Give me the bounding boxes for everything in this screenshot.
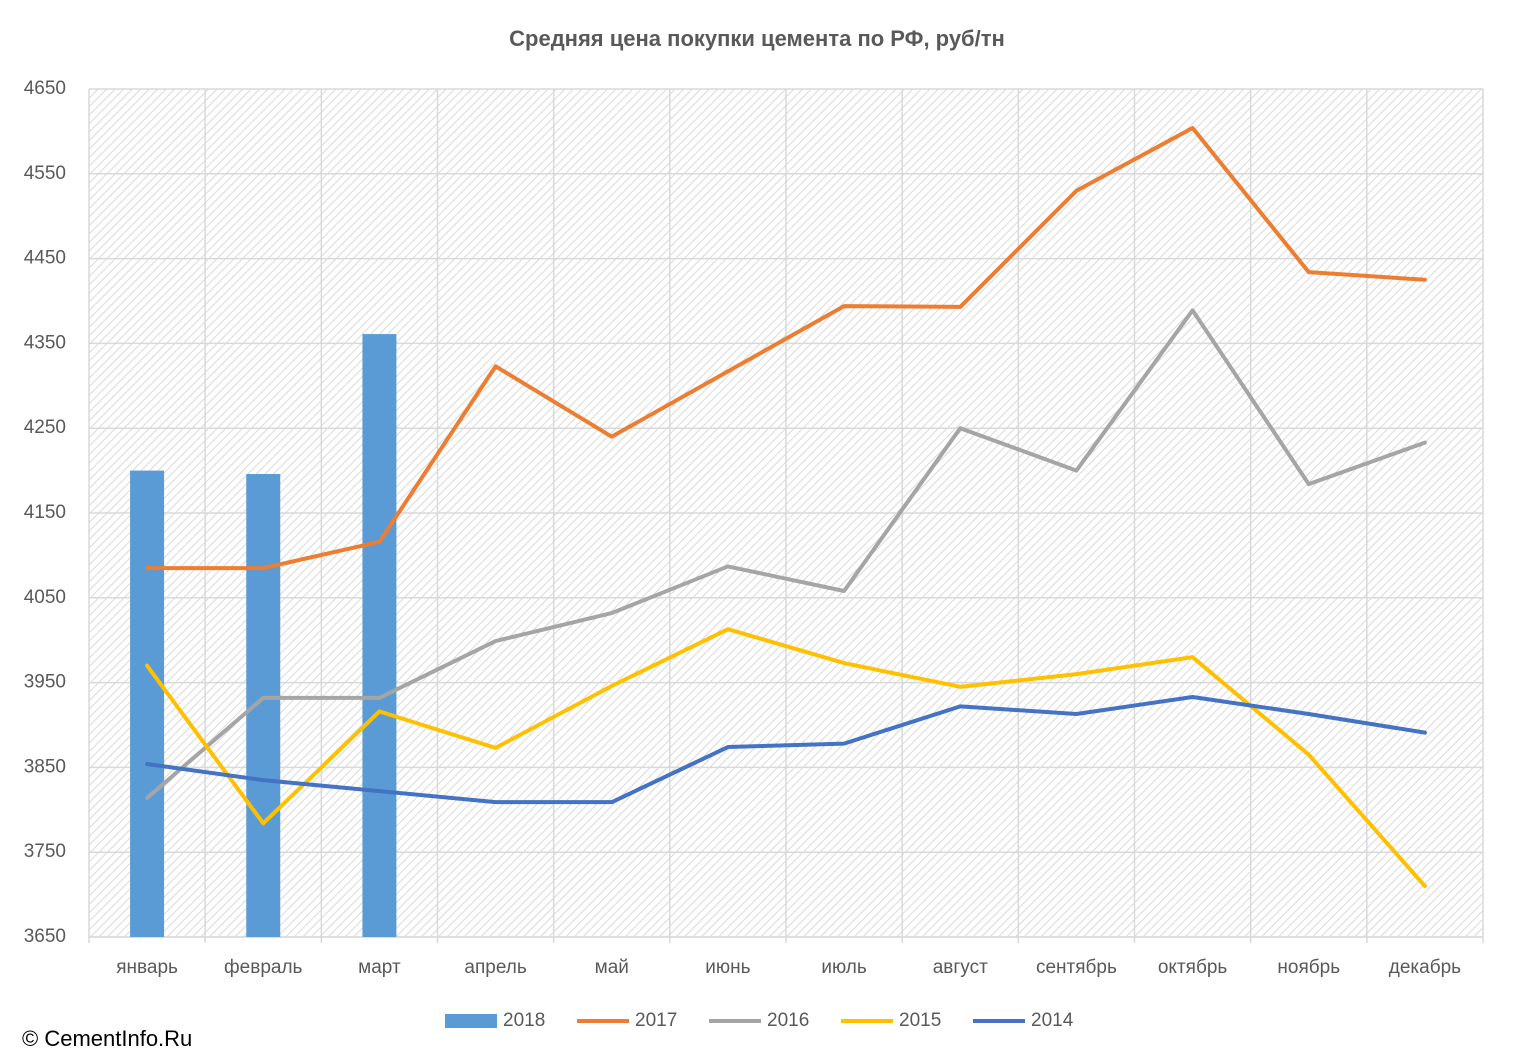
legend-label: 2016 xyxy=(767,1010,809,1031)
source: © CementInfo.Ru xyxy=(22,1026,192,1051)
x-tick-label: сентябрь xyxy=(1036,957,1117,978)
x-tick-label: ноябрь xyxy=(1277,957,1340,978)
bar xyxy=(130,470,165,937)
chart-title: Средняя цена покупки цемента по РФ, руб/… xyxy=(509,26,1005,51)
legend-swatch xyxy=(445,1014,497,1028)
legend-label: 2017 xyxy=(635,1010,677,1031)
x-tick-label: апрель xyxy=(464,957,526,978)
legend-label: 2014 xyxy=(1031,1010,1074,1031)
x-tick-label: июль xyxy=(821,957,867,978)
line xyxy=(145,695,1427,805)
legend-label: 2015 xyxy=(899,1010,941,1031)
y-tick-label: 3750 xyxy=(24,841,66,862)
x-tick-label: февраль xyxy=(224,957,303,978)
y-tick-label: 4550 xyxy=(24,163,66,184)
x-tick-label: март xyxy=(358,957,401,978)
x-tick-label: декабрь xyxy=(1389,957,1461,978)
y-tick-label: 3650 xyxy=(24,926,66,947)
y-tick-label: 4450 xyxy=(24,248,66,269)
x-tick-label: июнь xyxy=(705,957,750,978)
line xyxy=(145,308,1427,800)
y-tick-label: 3950 xyxy=(24,672,66,693)
x-tick-label: август xyxy=(933,957,988,978)
x-tick-label: октябрь xyxy=(1158,957,1228,978)
y-tick-label: 3850 xyxy=(24,756,66,777)
legend-label: 2018 xyxy=(503,1010,545,1031)
x-tick-label: май xyxy=(595,957,629,978)
y-tick-label: 4250 xyxy=(24,417,66,438)
bar xyxy=(362,334,397,937)
line xyxy=(145,126,1427,571)
y-tick-label: 4650 xyxy=(24,78,66,99)
y-tick-label: 4150 xyxy=(24,502,66,523)
y-tick-label: 4050 xyxy=(24,587,66,608)
y-tick-label: 4350 xyxy=(24,332,66,353)
line xyxy=(145,627,1427,889)
x-tick-label: январь xyxy=(116,957,178,978)
